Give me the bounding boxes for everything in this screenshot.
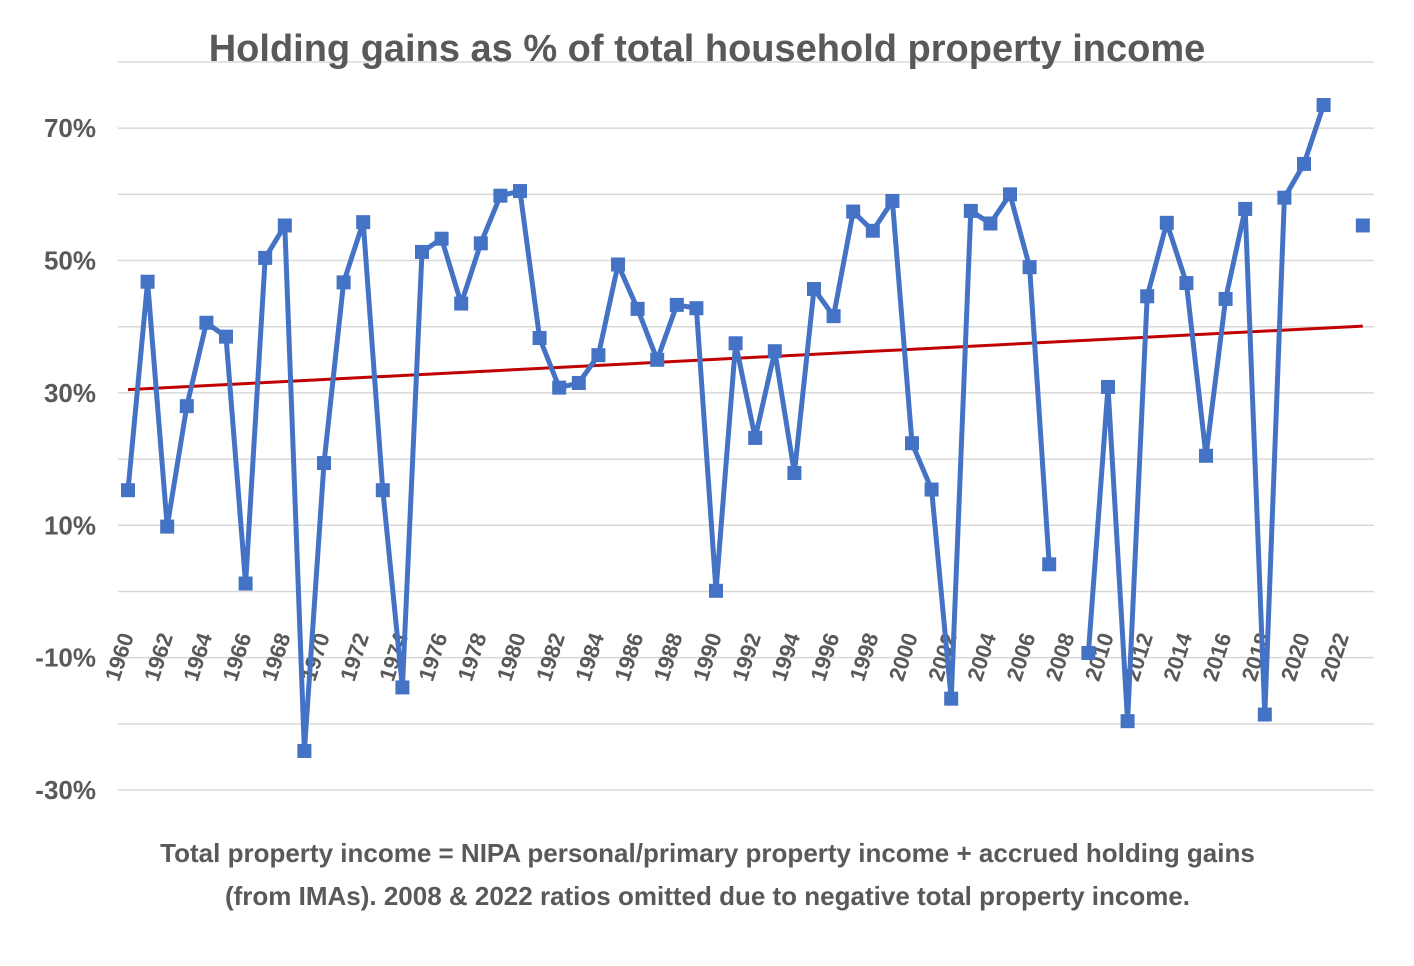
data-point-1983 <box>571 375 586 390</box>
series-markers <box>121 98 1370 758</box>
data-point-1999 <box>885 193 900 208</box>
y-tick-label: 70% <box>44 113 96 143</box>
y-tick-label: 10% <box>44 510 96 540</box>
data-point-2011 <box>1120 714 1135 729</box>
x-axis-tick-labels: 1960 1962 1964 1966 1968 1970 1972 1974 1976 1978… <box>100 629 1354 684</box>
data-point-2023 <box>1355 218 1370 233</box>
data-point-2015 <box>1199 448 1213 463</box>
data-point-2013 <box>1159 215 1174 230</box>
data-point-1973 <box>375 483 390 498</box>
data-point-2010 <box>1101 379 1115 394</box>
data-point-1997 <box>846 204 861 219</box>
y-tick-label: 30% <box>44 378 96 408</box>
y-tick-label: -30% <box>35 775 96 805</box>
data-point-2005 <box>1003 187 1017 202</box>
data-point-2016 <box>1218 291 1233 306</box>
data-point-1977 <box>454 296 469 311</box>
data-point-2000 <box>905 436 919 451</box>
data-point-1980 <box>513 184 527 199</box>
data-point-1976 <box>434 231 449 246</box>
data-point-1991 <box>728 336 743 351</box>
data-point-1962 <box>160 519 175 534</box>
data-point-2007 <box>1042 557 1057 572</box>
data-point-2002 <box>944 691 959 706</box>
data-point-2018 <box>1257 707 1272 722</box>
x-tick-label: 1994 <box>766 629 805 684</box>
data-point-1964 <box>199 315 214 330</box>
data-point-1974 <box>395 680 410 695</box>
data-point-2017 <box>1238 201 1253 216</box>
data-point-1998 <box>865 223 880 238</box>
x-tick-label: 1984 <box>570 629 609 684</box>
data-point-1981 <box>532 330 547 345</box>
data-point-2012 <box>1140 289 1155 304</box>
data-point-1992 <box>748 430 763 445</box>
chart-note: Total property income = NIPA personal/pr… <box>160 838 1255 911</box>
data-point-2003 <box>963 203 978 218</box>
data-point-2009 <box>1081 646 1096 661</box>
data-point-1965 <box>219 329 233 344</box>
data-point-2014 <box>1179 276 1194 291</box>
data-point-1970 <box>317 456 331 471</box>
data-point-1986 <box>630 301 645 316</box>
data-point-2001 <box>924 482 939 497</box>
data-point-2006 <box>1022 260 1037 275</box>
data-point-1995 <box>807 282 821 297</box>
data-point-1989 <box>689 301 704 316</box>
data-point-1968 <box>277 218 292 233</box>
x-tick-label: 1964 <box>178 629 217 684</box>
data-point-2004 <box>983 216 998 231</box>
data-point-1971 <box>336 275 351 290</box>
y-tick-label: -10% <box>35 643 96 673</box>
data-point-1963 <box>179 399 194 414</box>
data-point-1961 <box>140 274 155 289</box>
y-tick-label: 50% <box>44 246 96 276</box>
data-point-1985 <box>611 257 625 272</box>
data-point-1994 <box>787 465 802 480</box>
data-point-1979 <box>493 188 508 203</box>
data-point-1990 <box>709 583 723 598</box>
chart-title: Holding gains as % of total household pr… <box>208 28 1206 70</box>
data-point-1978 <box>473 236 488 251</box>
x-tick-label: 2004 <box>962 629 1001 684</box>
data-point-1967 <box>258 250 273 265</box>
data-point-1969 <box>297 743 312 758</box>
data-point-1996 <box>826 309 841 324</box>
data-point-1960 <box>121 483 135 498</box>
data-point-1984 <box>591 348 606 363</box>
y-axis-tick-labels: -30% -10% 10% 30% 50% 70% <box>35 113 96 805</box>
x-tick-label: 2014 <box>1158 629 1197 684</box>
data-point-1982 <box>552 380 567 395</box>
data-point-2019 <box>1277 190 1292 205</box>
data-point-2021 <box>1316 98 1331 113</box>
x-tick-label: 1974 <box>374 629 413 684</box>
data-point-2020 <box>1297 156 1311 171</box>
data-point-1987 <box>650 352 665 367</box>
data-point-1975 <box>415 244 429 259</box>
data-point-1966 <box>238 576 253 591</box>
data-point-1972 <box>356 215 371 230</box>
data-point-1993 <box>767 344 782 359</box>
data-point-1988 <box>669 297 684 312</box>
